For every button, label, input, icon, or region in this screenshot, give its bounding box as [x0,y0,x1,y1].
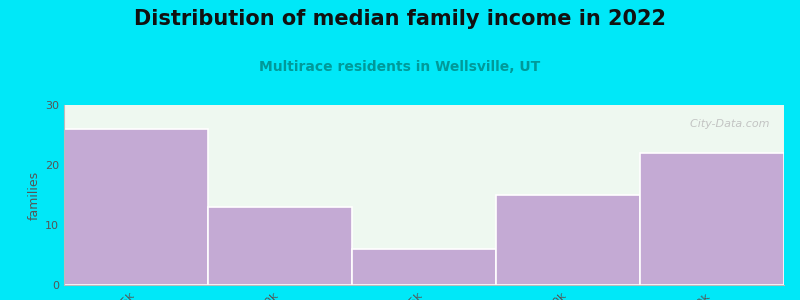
Text: Distribution of median family income in 2022: Distribution of median family income in … [134,9,666,29]
Text: Multirace residents in Wellsville, UT: Multirace residents in Wellsville, UT [259,60,541,74]
Bar [64,129,208,285]
Bar [208,207,352,285]
Bar [640,153,784,285]
Text: City-Data.com: City-Data.com [683,119,770,129]
Bar [352,249,496,285]
Bar [496,195,640,285]
Y-axis label: families: families [28,170,41,220]
